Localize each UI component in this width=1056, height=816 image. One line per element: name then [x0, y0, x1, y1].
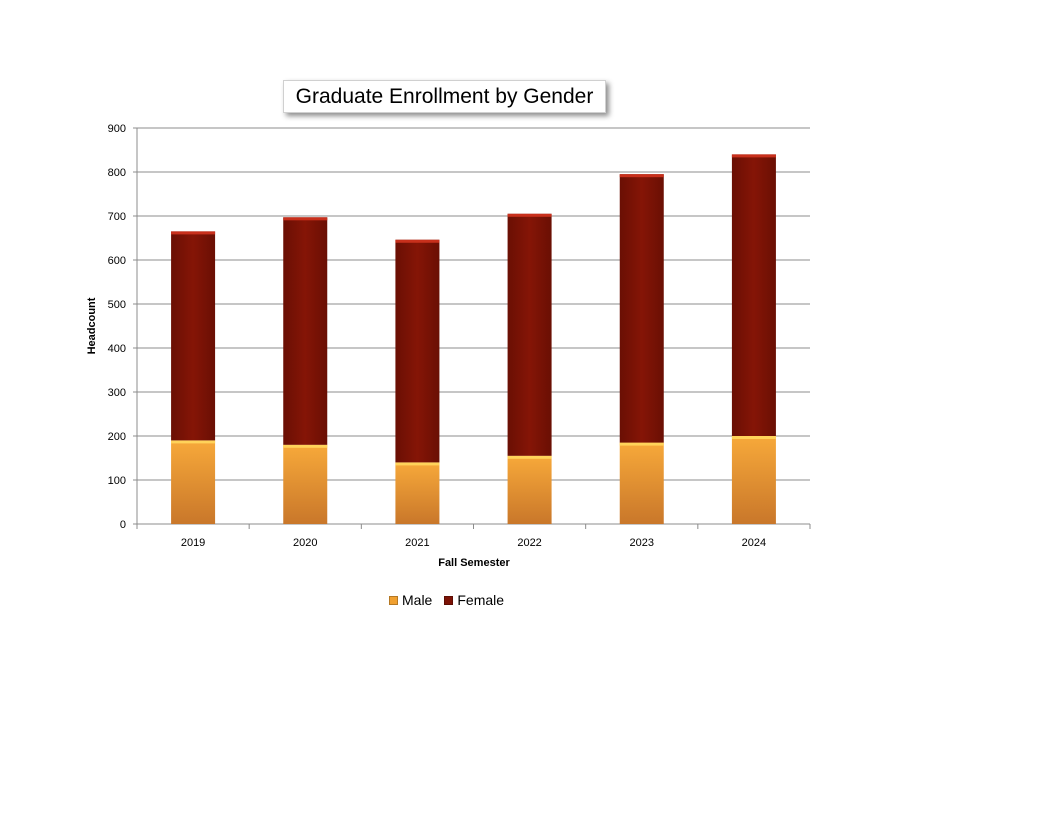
bar-cap-female	[283, 217, 328, 221]
gridlines	[137, 127, 810, 481]
bar-female	[395, 239, 440, 463]
bar-cap-male	[619, 442, 664, 446]
y-tick-label: 800	[108, 167, 126, 179]
legend-label-female: Female	[457, 592, 505, 608]
y-tick-label: 500	[108, 299, 126, 311]
tick-labels: 0 100 200 300 400 500 600 700 800 900 2019 2020 2021…	[108, 123, 767, 549]
y-tick-label: 600	[108, 255, 126, 267]
axes	[133, 127, 811, 529]
y-tick-label: 900	[108, 123, 126, 135]
x-tick-label: 2024	[742, 537, 766, 549]
bar-male	[395, 462, 440, 524]
x-axis-title: Fall Semester	[438, 557, 510, 569]
legend-label-male: Male	[402, 592, 433, 608]
bar-cap-female	[619, 174, 664, 178]
bar-female	[731, 154, 776, 436]
y-tick-label: 400	[108, 343, 126, 355]
bar-male	[171, 440, 216, 524]
legend-swatch-male	[389, 595, 398, 605]
bars	[171, 154, 776, 524]
bar-cap-female	[395, 239, 440, 243]
x-tick-label: 2021	[405, 537, 429, 549]
bar-female	[507, 213, 552, 456]
x-tick-label: 2022	[517, 537, 541, 549]
y-tick-label: 300	[108, 387, 126, 399]
bar-cap-female	[731, 154, 776, 158]
chart-title: Graduate Enrollment by Gender	[283, 80, 606, 113]
y-tick-label: 100	[108, 475, 126, 487]
y-axis-title: Headcount	[86, 297, 98, 354]
bar-cap-female	[171, 231, 216, 235]
bar-cap-male	[283, 444, 328, 448]
bar-male	[731, 436, 776, 524]
y-tick-label: 0	[120, 519, 126, 531]
x-tick-label: 2020	[293, 537, 317, 549]
bar-male	[283, 444, 328, 524]
x-tick-label: 2019	[181, 537, 205, 549]
y-tick-label: 200	[108, 431, 126, 443]
y-tick-label: 700	[108, 211, 126, 223]
legend-item-female: Female	[444, 592, 504, 608]
bar-cap-male	[395, 462, 440, 466]
x-tick-label: 2023	[630, 537, 654, 549]
bar-male	[619, 442, 664, 524]
bar-female	[619, 174, 664, 443]
bar-male	[507, 455, 552, 524]
bar-cap-male	[171, 440, 216, 444]
legend-swatch-female	[444, 595, 454, 605]
bar-cap-male	[731, 436, 776, 439]
bar-female	[171, 231, 216, 441]
bar-cap-male	[507, 455, 552, 459]
bar-female	[283, 217, 328, 445]
legend: Male Female	[389, 591, 516, 609]
legend-item-male: Male	[389, 592, 432, 608]
bar-cap-female	[507, 213, 552, 217]
